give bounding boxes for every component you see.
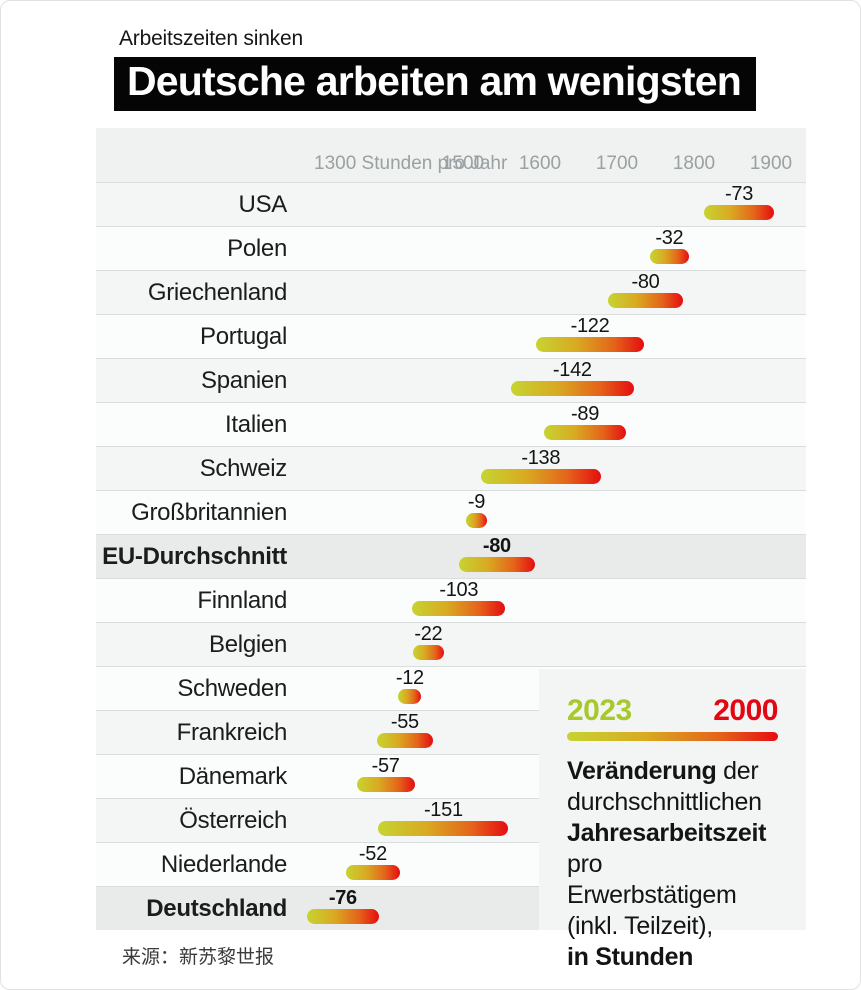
country-label: Schweiz <box>199 454 288 482</box>
country-label: Frankreich <box>176 718 288 746</box>
change-value-label: -73 <box>725 183 754 205</box>
legend-description-line: pro Erwerbstätigem <box>567 850 737 909</box>
country-label: Portugal <box>200 322 287 350</box>
axis-tick-label: 1500 <box>441 153 485 174</box>
range-bar <box>345 865 400 880</box>
country-row: Italien -89 <box>96 402 806 446</box>
chart-kicker: Arbeitszeiten sinken <box>119 27 303 50</box>
axis-tick-label: 1600 <box>518 153 562 174</box>
chart-panel: 1300 Stunden pro Jahr 1500 1600 1700 1800 190… <box>96 128 806 971</box>
change-value-label: -151 <box>423 799 463 821</box>
change-value-label: -52 <box>358 843 387 865</box>
country-label: Österreich <box>179 806 287 834</box>
range-bar <box>306 909 380 924</box>
change-value-label: -89 <box>571 403 600 425</box>
range-bar <box>650 249 689 264</box>
chart-legend: 2023 2000 Veränderung der durchschnittlic… <box>539 669 806 971</box>
country-label: EU-Durchschnitt <box>102 542 287 570</box>
legend-year-2023: 2023 <box>567 694 632 727</box>
change-value-label: -55 <box>390 711 419 733</box>
country-row: Belgien -22 <box>96 622 806 666</box>
range-bar <box>703 205 775 220</box>
country-label: USA <box>238 190 288 218</box>
country-row: Portugal -122 <box>96 314 806 358</box>
legend-description-line: in Stunden <box>567 943 694 971</box>
change-value-label: -12 <box>395 667 424 689</box>
range-bar <box>607 293 684 308</box>
legend-description-line: durchschnittlichen <box>567 788 762 816</box>
country-row: Spanien -142 <box>96 358 806 402</box>
country-row: Griechenland -80 <box>96 270 806 314</box>
legend-gradient-bar <box>567 732 778 741</box>
axis-tick-label: 1700 <box>595 153 639 174</box>
country-label: Belgien <box>209 630 287 658</box>
source-credit: 来源：新苏黎世报 <box>122 947 275 968</box>
country-label: Niederlande <box>160 850 287 878</box>
legend-description: Veränderung der durchschnittlichen Jahresa… <box>567 756 778 973</box>
change-value-label: -76 <box>328 887 357 909</box>
country-label: Griechenland <box>147 278 287 306</box>
axis-tick-label: 1900 <box>749 153 793 174</box>
range-bar <box>510 381 634 396</box>
range-bar <box>412 645 444 660</box>
change-value-label: -57 <box>371 755 400 777</box>
legend-years: 2023 2000 <box>567 694 778 728</box>
change-value-label: -122 <box>570 315 610 337</box>
legend-description-line: Jahresarbeitszeit <box>567 819 767 847</box>
range-bar <box>398 689 422 704</box>
country-row: EU-Durchschnitt -80 <box>96 534 806 578</box>
change-value-label: -32 <box>655 227 684 249</box>
range-bar <box>543 425 627 440</box>
legend-description-line: (inkl. Teilzeit), <box>567 912 713 940</box>
range-bar <box>459 557 535 572</box>
change-value-label: -80 <box>631 271 660 293</box>
change-value-label: -22 <box>414 623 443 645</box>
legend-year-2000: 2000 <box>713 694 778 727</box>
range-bar <box>376 733 434 748</box>
country-row: Polen -32 <box>96 226 806 270</box>
x-axis: 1300 Stunden pro Jahr 1500 1600 1700 1800 190… <box>96 128 806 182</box>
axis-tick-label: 1800 <box>672 153 716 174</box>
country-label: Finnland <box>197 586 287 614</box>
country-label: Großbritannien <box>131 498 287 526</box>
legend-description-line: Veränderung der <box>567 757 759 785</box>
country-row: Schweiz -138 <box>96 446 806 490</box>
change-value-label: -138 <box>521 447 561 469</box>
range-bar <box>480 469 601 484</box>
country-label: Schweden <box>177 674 287 702</box>
country-label: Deutschland <box>146 894 287 922</box>
chart-headline: Deutsche arbeiten am wenigsten <box>114 57 756 111</box>
country-label: Italien <box>225 410 287 438</box>
country-row: USA -73 <box>96 182 806 226</box>
range-bar <box>356 777 415 792</box>
change-value-label: -9 <box>467 491 486 513</box>
axis-tick-label: 1300 Stunden pro Jahr <box>314 153 508 174</box>
change-value-label: -103 <box>439 579 479 601</box>
range-bar <box>536 337 645 352</box>
country-label: Spanien <box>201 366 287 394</box>
country-label: Dänemark <box>178 762 288 790</box>
change-value-label: -80 <box>482 535 511 557</box>
range-bar <box>412 601 506 616</box>
range-bar <box>378 821 509 836</box>
country-label: Polen <box>227 234 287 262</box>
country-row: Finnland -103 <box>96 578 806 622</box>
range-bar <box>466 513 487 528</box>
change-value-label: -142 <box>552 359 592 381</box>
country-row: Großbritannien -9 <box>96 490 806 534</box>
